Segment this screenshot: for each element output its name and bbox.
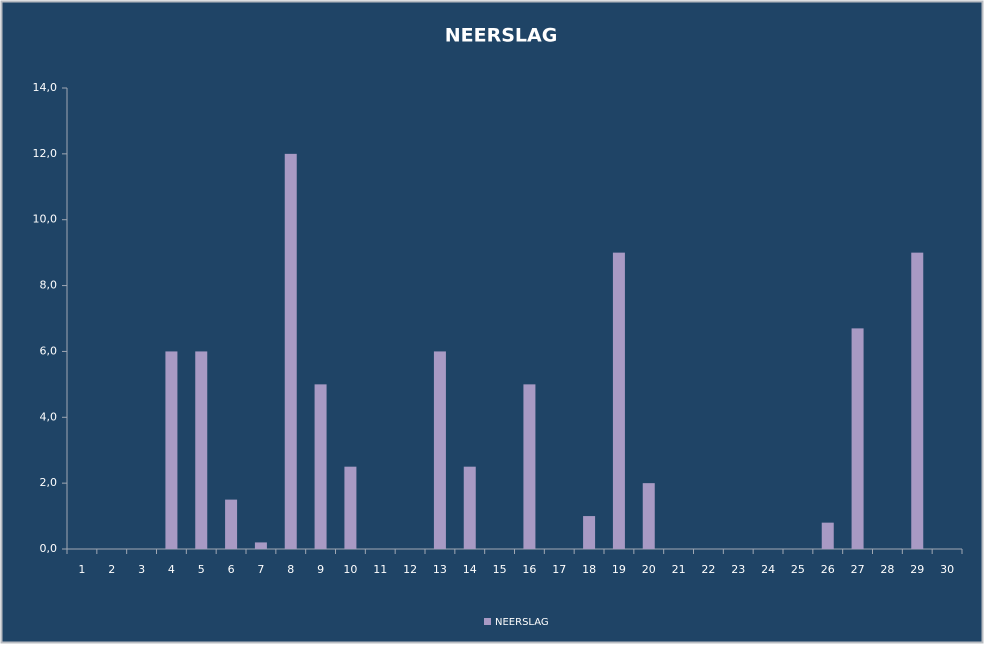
x-tick-label: 3	[138, 563, 145, 576]
bar	[642, 483, 655, 549]
x-tick-label: 19	[612, 563, 626, 576]
x-tick-label: 29	[910, 563, 924, 576]
x-tick-label: 24	[761, 563, 775, 576]
x-tick-label: 4	[168, 563, 175, 576]
bar	[911, 252, 924, 549]
y-tick-label: 0,0	[40, 542, 58, 555]
bar	[583, 516, 596, 549]
bar	[463, 466, 476, 549]
x-tick-label: 13	[433, 563, 447, 576]
bar	[612, 252, 625, 549]
bar	[225, 499, 238, 549]
x-tick-label: 16	[522, 563, 536, 576]
x-tick-label: 11	[373, 563, 387, 576]
y-tick-label: 4,0	[40, 410, 58, 423]
y-tick-label: 10,0	[33, 213, 58, 226]
x-tick-label: 25	[791, 563, 805, 576]
bar	[851, 328, 864, 549]
x-tick-label: 6	[228, 563, 235, 576]
x-tick-label: 8	[287, 563, 294, 576]
x-tick-label: 28	[880, 563, 894, 576]
x-tick-label: 14	[463, 563, 477, 576]
x-tick-label: 18	[582, 563, 596, 576]
x-tick-label: 7	[257, 563, 264, 576]
x-tick-label: 21	[672, 563, 686, 576]
bar	[195, 351, 208, 549]
x-tick-label: 17	[552, 563, 566, 576]
bar	[523, 384, 536, 549]
bar	[314, 384, 327, 549]
y-tick-label: 12,0	[33, 147, 58, 160]
y-tick-label: 2,0	[40, 476, 58, 489]
x-tick-label: 12	[403, 563, 417, 576]
x-tick-label: 30	[940, 563, 954, 576]
x-tick-label: 1	[78, 563, 85, 576]
x-tick-label: 26	[821, 563, 835, 576]
y-tick-label: 6,0	[40, 344, 58, 357]
y-tick-label: 14,0	[33, 81, 58, 94]
bar	[433, 351, 446, 549]
x-tick-label: 10	[343, 563, 357, 576]
legend-swatch	[484, 618, 491, 625]
y-tick-label: 8,0	[40, 279, 58, 292]
x-tick-label: 20	[642, 563, 656, 576]
bar	[165, 351, 178, 549]
bar	[284, 153, 297, 549]
x-tick-label: 15	[493, 563, 507, 576]
legend-label: NEERSLAG	[495, 617, 549, 628]
x-tick-label: 22	[701, 563, 715, 576]
x-tick-label: 27	[851, 563, 865, 576]
chart-title: NEERSLAG	[445, 25, 558, 47]
bar	[821, 522, 834, 549]
x-tick-label: 2	[108, 563, 115, 576]
x-tick-label: 5	[198, 563, 205, 576]
bar	[254, 542, 267, 549]
x-tick-label: 23	[731, 563, 745, 576]
x-tick-label: 9	[317, 563, 324, 576]
bar	[344, 466, 357, 549]
